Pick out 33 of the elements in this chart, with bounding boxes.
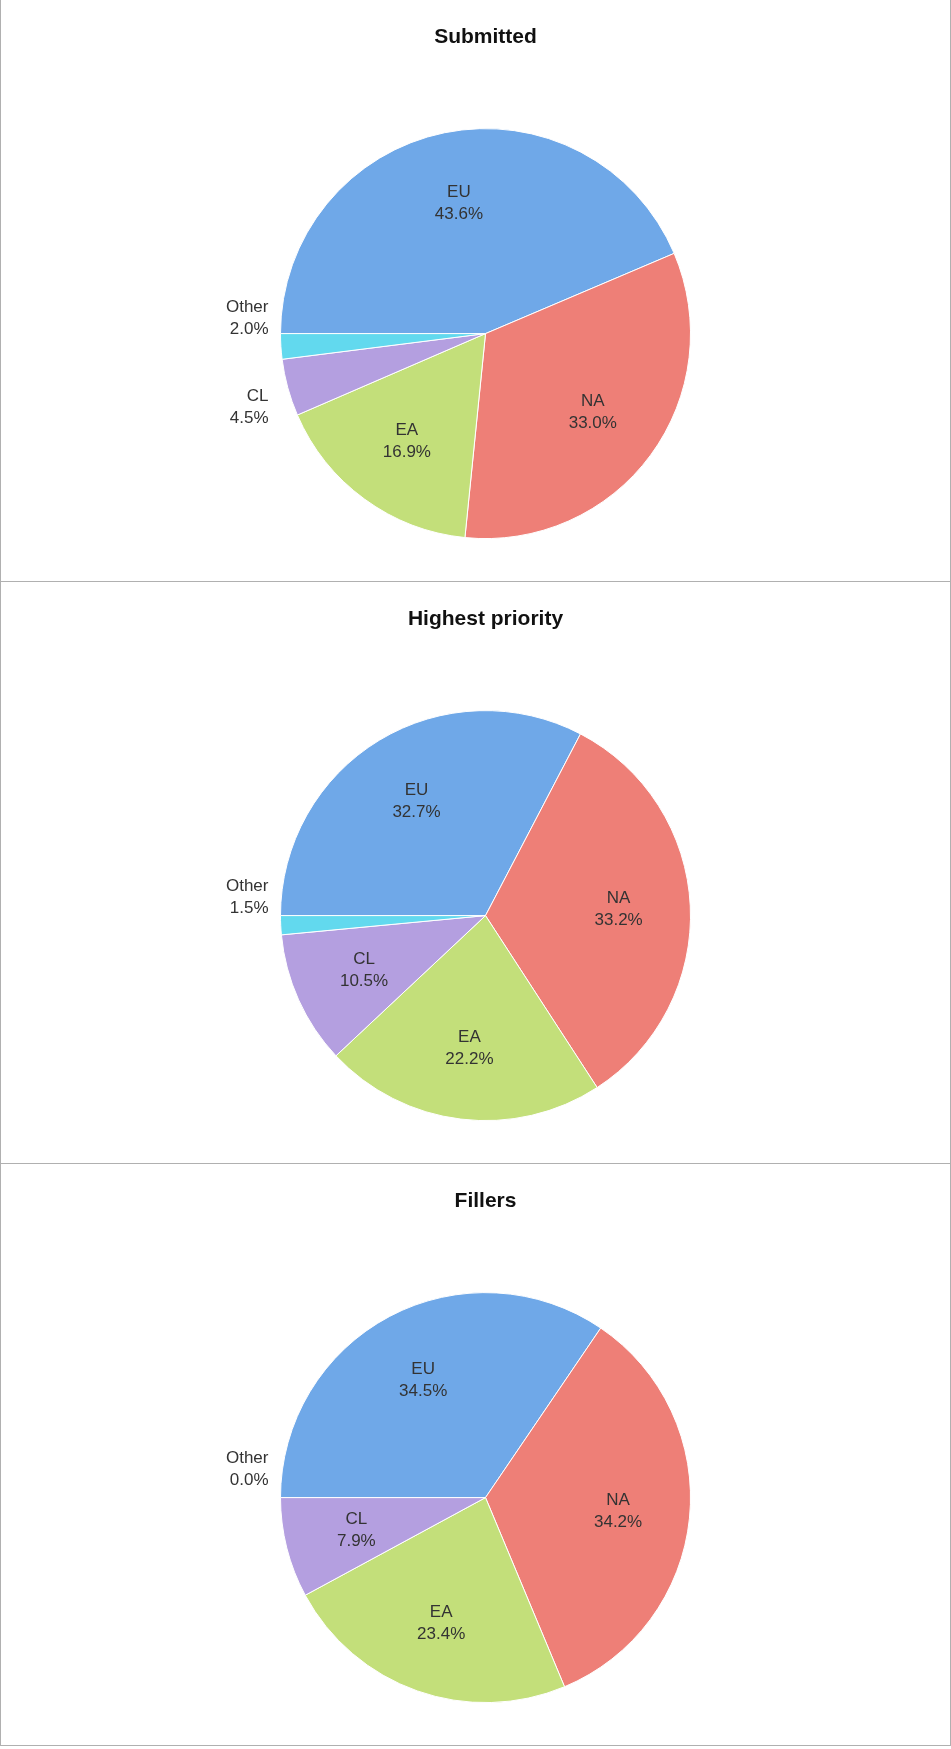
chart-title: Submitted — [434, 24, 537, 48]
data-label: 7.9% — [336, 1531, 376, 1551]
slice-label: NA — [606, 888, 632, 908]
text: 0.0% — [229, 1470, 269, 1490]
data-label: 22.2% — [445, 1048, 494, 1068]
data-label: 4.5% — [229, 408, 269, 428]
slice-label: CL — [353, 949, 375, 969]
slice-label: Other — [225, 297, 269, 317]
slice-label: EA — [458, 1026, 482, 1046]
data-label: 10.5% — [339, 971, 389, 991]
slice-label: CL — [246, 386, 269, 406]
slice-label: EA — [429, 1601, 454, 1621]
data-label: 32.7% — [392, 802, 441, 822]
data-label: 34.5% — [399, 1380, 448, 1400]
slice-label: Other — [225, 875, 269, 895]
data-label: 34.2% — [593, 1511, 643, 1531]
slice-label: EU — [404, 780, 429, 800]
slice-label: CL — [345, 1509, 368, 1529]
data-label: 33.0% — [568, 413, 617, 433]
category-label: Other — [225, 1448, 269, 1468]
data-label: 1.5% — [229, 897, 269, 917]
slice-label: NA — [606, 1489, 631, 1509]
data-label: 33.2% — [594, 910, 643, 930]
slice-label: NA — [580, 391, 606, 411]
slice-label: EU — [447, 181, 471, 201]
slice-label: EU — [411, 1358, 435, 1378]
data-label: 23.4% — [417, 1623, 466, 1643]
slice-label: EA — [395, 419, 419, 439]
data-label: 2.0% — [229, 319, 269, 339]
data-label: 43.6% — [434, 203, 483, 223]
chart-title: Highest priority — [407, 606, 564, 630]
chart-title: Fillers — [454, 1188, 517, 1212]
data-label: 16.9% — [382, 441, 431, 461]
